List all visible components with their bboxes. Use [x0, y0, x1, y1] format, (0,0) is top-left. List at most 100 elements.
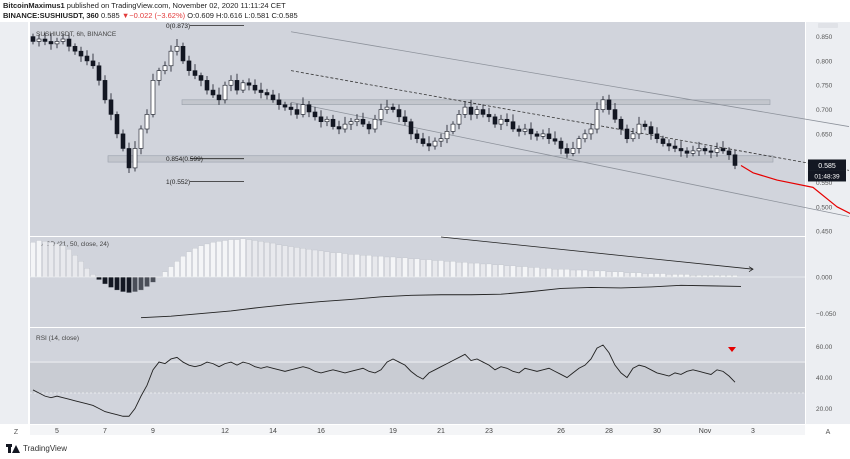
- macd-bar[interactable]: [48, 242, 54, 278]
- candle-body[interactable]: [372, 118, 378, 130]
- candle-body[interactable]: [684, 150, 690, 154]
- candle-body[interactable]: [570, 148, 576, 154]
- candle-body[interactable]: [558, 140, 564, 149]
- candle-body[interactable]: [720, 148, 726, 152]
- bearish-marker-icon[interactable]: [728, 347, 736, 352]
- candle-body[interactable]: [408, 121, 414, 135]
- macd-bar[interactable]: [324, 251, 330, 278]
- candle-body[interactable]: [468, 106, 474, 115]
- candle-body[interactable]: [66, 38, 72, 47]
- macd-bar[interactable]: [78, 261, 84, 278]
- candle-body[interactable]: [378, 109, 384, 120]
- macd-bar[interactable]: [330, 252, 336, 278]
- macd-bar[interactable]: [636, 272, 642, 278]
- candle-body[interactable]: [174, 46, 180, 52]
- candle-body[interactable]: [624, 128, 630, 140]
- macd-bar[interactable]: [504, 265, 510, 278]
- macd-bar[interactable]: [540, 268, 546, 278]
- candle-body[interactable]: [426, 143, 432, 147]
- candle-body[interactable]: [330, 118, 336, 127]
- candle-body[interactable]: [678, 148, 684, 152]
- candle-body[interactable]: [36, 38, 42, 42]
- candle-body[interactable]: [60, 38, 66, 42]
- price-pane[interactable]: [30, 22, 805, 236]
- macd-bar[interactable]: [642, 273, 648, 278]
- channel-lower-line[interactable]: [290, 101, 850, 217]
- macd-bar[interactable]: [360, 255, 366, 278]
- candle-body[interactable]: [294, 109, 300, 115]
- macd-bar[interactable]: [126, 276, 132, 293]
- candle-body[interactable]: [462, 106, 468, 115]
- candle-body[interactable]: [96, 65, 102, 81]
- candle-body[interactable]: [348, 121, 354, 125]
- macd-bar[interactable]: [186, 251, 192, 278]
- candle-body[interactable]: [480, 109, 486, 115]
- macd-bar[interactable]: [174, 261, 180, 278]
- candle-body[interactable]: [516, 128, 522, 132]
- macd-bar[interactable]: [672, 274, 678, 278]
- macd-bar[interactable]: [348, 254, 354, 278]
- candle-body[interactable]: [726, 150, 732, 156]
- macd-bar[interactable]: [66, 249, 72, 278]
- candle-body[interactable]: [474, 109, 480, 115]
- macd-bar[interactable]: [456, 262, 462, 278]
- candle-body[interactable]: [690, 150, 696, 154]
- macd-bar[interactable]: [198, 245, 204, 278]
- macd-bar[interactable]: [60, 245, 66, 278]
- candle-body[interactable]: [204, 80, 210, 91]
- macd-bar[interactable]: [132, 276, 138, 292]
- candle-body[interactable]: [444, 131, 450, 140]
- candle-body[interactable]: [30, 36, 36, 42]
- macd-bar[interactable]: [420, 259, 426, 278]
- candle-body[interactable]: [552, 138, 558, 142]
- macd-bar[interactable]: [258, 241, 264, 278]
- candle-body[interactable]: [366, 123, 372, 130]
- support-zone[interactable]: [107, 155, 774, 163]
- candle-body[interactable]: [288, 106, 294, 110]
- candle-body[interactable]: [492, 116, 498, 125]
- resistance-zone[interactable]: [181, 99, 771, 105]
- candle-body[interactable]: [396, 109, 402, 118]
- candle-body[interactable]: [84, 55, 90, 62]
- candle-body[interactable]: [168, 50, 174, 67]
- macd-bar[interactable]: [36, 240, 42, 278]
- macd-bar[interactable]: [120, 276, 126, 292]
- candle-body[interactable]: [510, 121, 516, 130]
- candle-body[interactable]: [180, 46, 186, 62]
- macd-bar[interactable]: [342, 253, 348, 278]
- candle-body[interactable]: [150, 80, 156, 115]
- macd-bar[interactable]: [84, 268, 90, 278]
- candle-body[interactable]: [588, 128, 594, 135]
- macd-bar[interactable]: [618, 271, 624, 278]
- price-scale[interactable]: [806, 22, 850, 424]
- macd-bar[interactable]: [138, 276, 144, 291]
- macd-bar[interactable]: [396, 257, 402, 278]
- candle-body[interactable]: [192, 70, 198, 76]
- candle-body[interactable]: [654, 133, 660, 140]
- candle-body[interactable]: [42, 38, 48, 42]
- candle-body[interactable]: [162, 65, 168, 71]
- candle-body[interactable]: [594, 109, 600, 130]
- candle-body[interactable]: [618, 118, 624, 130]
- candle-body[interactable]: [732, 154, 738, 166]
- macd-bar[interactable]: [228, 239, 234, 278]
- macd-bar[interactable]: [378, 255, 384, 278]
- candle-body[interactable]: [324, 118, 330, 123]
- macd-bar[interactable]: [102, 276, 108, 285]
- author-name[interactable]: BitcoinMaximus1: [3, 1, 65, 10]
- candle-body[interactable]: [258, 89, 264, 93]
- candle-body[interactable]: [576, 138, 582, 149]
- macd-bar[interactable]: [582, 269, 588, 278]
- candle-body[interactable]: [228, 80, 234, 86]
- macd-bar[interactable]: [162, 271, 168, 278]
- macd-bar[interactable]: [114, 276, 120, 291]
- candle-body[interactable]: [306, 104, 312, 113]
- macd-bar[interactable]: [516, 266, 522, 278]
- macd-bar[interactable]: [30, 242, 36, 278]
- macd-bar[interactable]: [168, 266, 174, 278]
- macd-bar[interactable]: [276, 244, 282, 278]
- macd-bar[interactable]: [498, 264, 504, 278]
- macd-bar[interactable]: [408, 258, 414, 278]
- macd-bar[interactable]: [294, 247, 300, 278]
